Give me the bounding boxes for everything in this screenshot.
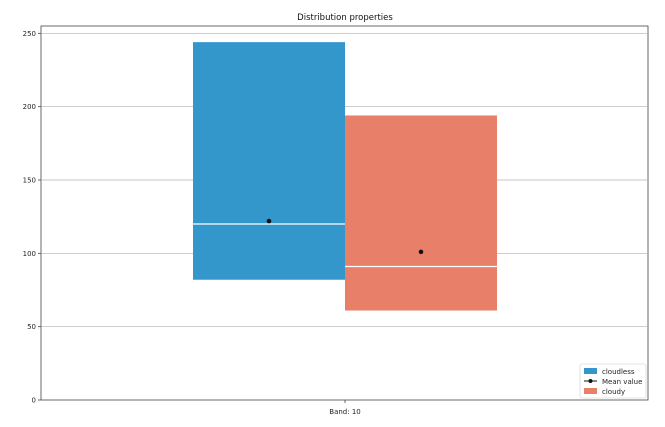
y-axis-ticks: 0 50 100 150 200 250 [23,30,41,405]
legend-swatch-cloudy [584,388,597,394]
mean-marker-cloudless [266,218,272,224]
x-category-label: Band: 10 [329,408,360,416]
y-tick-label-100: 100 [23,250,36,258]
legend-swatch-mean-dot [588,379,593,383]
y-tick-label-50: 50 [27,323,36,331]
box-cloudless [193,42,345,280]
boxes [193,42,497,311]
y-tick-label-200: 200 [23,103,36,111]
y-tick-label-250: 250 [23,30,36,38]
legend-swatch-cloudless [584,368,597,374]
y-tick-label-150: 150 [23,177,36,185]
y-tick-label-0: 0 [32,397,36,405]
legend-label-mean: Mean value [602,378,642,386]
box-cloudy [345,115,497,311]
legend-label-cloudy: cloudy [602,388,625,396]
legend-label-cloudless: cloudless [602,368,635,376]
mean-marker-cloudy [418,249,424,255]
chart-title: Distribution properties [297,13,393,23]
legend: cloudless Mean value cloudy [579,363,647,399]
